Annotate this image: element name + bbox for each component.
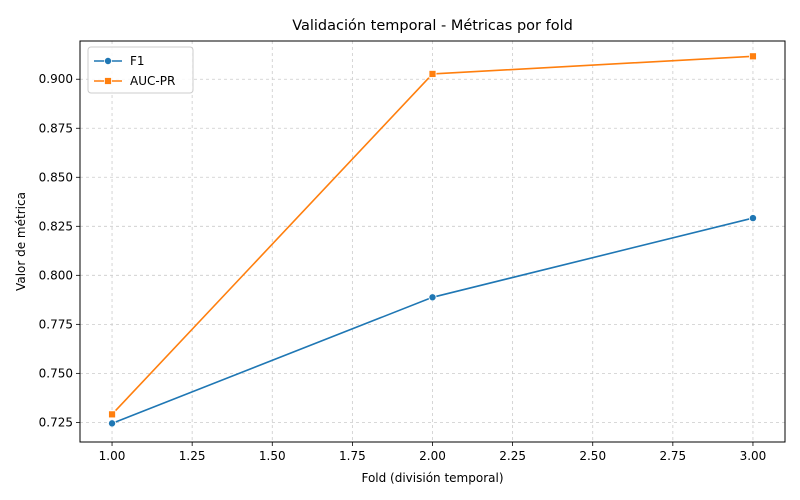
y-tick-label: 0.850 xyxy=(39,170,73,184)
legend-marker xyxy=(104,77,112,85)
y-tick-label: 0.875 xyxy=(39,121,73,135)
data-point xyxy=(428,293,437,302)
series xyxy=(108,52,757,428)
series-2 xyxy=(108,52,757,419)
data-point xyxy=(108,419,117,428)
y-tick-label: 0.900 xyxy=(39,72,73,86)
chart-title: Validación temporal - Métricas por fold xyxy=(292,18,573,34)
x-tick-label: 1.50 xyxy=(259,449,286,463)
x-tick-label: 2.75 xyxy=(659,449,686,463)
x-tick-label: 3.00 xyxy=(740,449,767,463)
x-tick-label: 1.75 xyxy=(339,449,366,463)
y-tick-label: 0.825 xyxy=(39,219,73,233)
data-point xyxy=(748,214,757,223)
y-axis-label: Valor de métrica xyxy=(14,192,28,291)
x-tick-label: 1.25 xyxy=(179,449,206,463)
legend-item: F1 xyxy=(94,54,145,68)
grid xyxy=(80,41,785,442)
x-tick-label: 2.00 xyxy=(419,449,446,463)
legend-marker xyxy=(104,57,113,66)
x-tick-label: 2.25 xyxy=(499,449,526,463)
y-axis: 0.725 0.750 0.775 0.800 0.825 0.850 0.875 0.900 xyxy=(39,72,80,429)
legend-label: AUC-PR xyxy=(130,74,175,88)
data-point xyxy=(749,52,757,61)
x-axis-label: Fold (división temporal) xyxy=(361,471,503,485)
y-tick-label: 0.800 xyxy=(39,268,73,282)
x-tick-label: 1.00 xyxy=(99,449,126,463)
x-axis: 1.00 1.25 1.50 1.75 2.00 2.25 2.50 2.75 3.00 xyxy=(99,442,767,463)
legend-label: F1 xyxy=(130,54,145,68)
data-point xyxy=(428,70,437,78)
y-tick-label: 0.775 xyxy=(39,317,73,331)
series-1 xyxy=(108,214,757,428)
legend-item: AUC-PR xyxy=(94,74,175,88)
x-tick-label: 2.50 xyxy=(579,449,606,463)
y-tick-label: 0.725 xyxy=(39,415,73,429)
legend: F1 AUC-PR xyxy=(87,46,194,94)
y-tick-label: 0.750 xyxy=(39,366,73,380)
data-point xyxy=(108,410,116,419)
